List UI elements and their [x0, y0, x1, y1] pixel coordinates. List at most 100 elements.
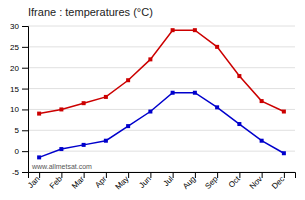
marker: [37, 155, 41, 159]
title: Ifrane : temperatures (°C): [28, 6, 153, 18]
tick: 30: [10, 22, 28, 31]
grid-line: [28, 46, 295, 47]
tick-label: 25: [10, 43, 19, 52]
tick: Aug: [181, 172, 197, 191]
tick-mark: [106, 172, 107, 178]
marker: [237, 74, 241, 78]
tick: -5: [12, 168, 28, 177]
tick-label: Feb: [48, 174, 65, 191]
marker: [59, 147, 63, 151]
tick-label: Jul: [162, 174, 176, 188]
tick-mark: [22, 89, 28, 90]
tick-mark: [84, 172, 85, 178]
marks: [37, 28, 286, 159]
markers: [37, 91, 286, 160]
marker: [215, 105, 219, 109]
grid-line: [28, 88, 295, 89]
tick: Apr: [93, 172, 108, 190]
marker: [82, 143, 86, 147]
tick: Sep: [203, 172, 220, 191]
tick-label: 5: [15, 126, 20, 135]
tick-label: Apr: [93, 174, 108, 189]
axis-line: [22, 27, 29, 173]
tick-mark: [128, 172, 129, 178]
tick-mark: [173, 172, 174, 178]
plot: -5 0 5 10 15 20 25 30 Jan Feb Mar Apr May Jun Jul Aug Se…: [10, 22, 295, 191]
tick: Jul: [162, 172, 176, 188]
tick-mark: [22, 109, 28, 110]
tick-mark: [22, 26, 28, 27]
marker: [126, 124, 130, 128]
marker: [260, 139, 264, 143]
line: [39, 30, 284, 113]
tick: 20: [10, 64, 28, 73]
grid: [28, 26, 295, 172]
marker: [37, 112, 41, 116]
tick: 5: [15, 126, 28, 135]
tick-mark: [22, 47, 28, 48]
tick-label: 10: [10, 105, 19, 114]
grid-line: [28, 151, 295, 152]
marker: [215, 45, 219, 49]
tick-mark: [150, 172, 151, 178]
y-axis: -5 0 5 10 15 20 25 30: [10, 22, 28, 177]
tick-mark: [22, 68, 28, 69]
tick: 15: [10, 85, 28, 94]
tick-label: 0: [15, 147, 20, 156]
marker: [59, 107, 63, 111]
tick-label: Sep: [203, 174, 220, 191]
tick-label: Jun: [137, 174, 152, 189]
tick: Jun: [137, 172, 152, 190]
tick-label: 30: [10, 22, 19, 31]
tick-mark: [22, 151, 28, 152]
tick-label: 20: [10, 64, 19, 73]
x-axis: Jan Feb Mar Apr May Jun Jul Aug Sep Oct Nov Dec: [26, 172, 295, 192]
tick-label: Jan: [26, 174, 41, 189]
tick: Dec: [270, 172, 286, 191]
tick-mark: [22, 130, 28, 131]
grid-line: [28, 109, 295, 110]
tick: 0: [15, 147, 28, 156]
marker: [193, 28, 197, 32]
tick: May: [114, 172, 131, 192]
marker: [193, 91, 197, 95]
tick: Jan: [26, 172, 41, 190]
tick: Feb: [48, 172, 65, 191]
tick-label: Nov: [248, 174, 264, 190]
line: [39, 93, 284, 158]
marker: [282, 110, 286, 114]
tick-label: Mar: [70, 174, 86, 190]
tick-mark: [39, 172, 40, 178]
tick-mark: [195, 172, 196, 178]
tick: 10: [10, 105, 28, 114]
grid-line: [28, 67, 295, 68]
tick-mark: [61, 172, 62, 178]
tick-mark: [217, 172, 218, 178]
tick-label: -5: [12, 168, 20, 177]
tick-label: Aug: [181, 174, 197, 190]
marker: [260, 99, 264, 103]
marker: [82, 101, 86, 105]
grid-line: [28, 130, 295, 131]
tick-label: Dec: [270, 174, 286, 190]
annotation: www.allmetsat.com: [31, 163, 92, 170]
tick-label: Oct: [227, 174, 243, 190]
tick: Oct: [227, 172, 243, 190]
marker: [282, 151, 286, 155]
marker: [126, 78, 130, 82]
tick: Nov: [248, 172, 264, 191]
tick-label: 15: [10, 85, 19, 94]
marker: [148, 110, 152, 114]
tick: Mar: [70, 172, 86, 191]
marker: [171, 28, 175, 32]
marker: [171, 91, 175, 95]
tick-mark: [22, 172, 28, 173]
tick: 25: [10, 43, 28, 52]
marker: [104, 95, 108, 99]
tick-mark: [239, 172, 240, 178]
marker: [237, 122, 241, 126]
grid-line: [28, 26, 295, 27]
tick-mark: [262, 172, 263, 178]
marker: [148, 57, 152, 61]
chart: Ifrane : temperatures (°C) -5 0 5 10 15 20 25 30…: [0, 0, 305, 200]
